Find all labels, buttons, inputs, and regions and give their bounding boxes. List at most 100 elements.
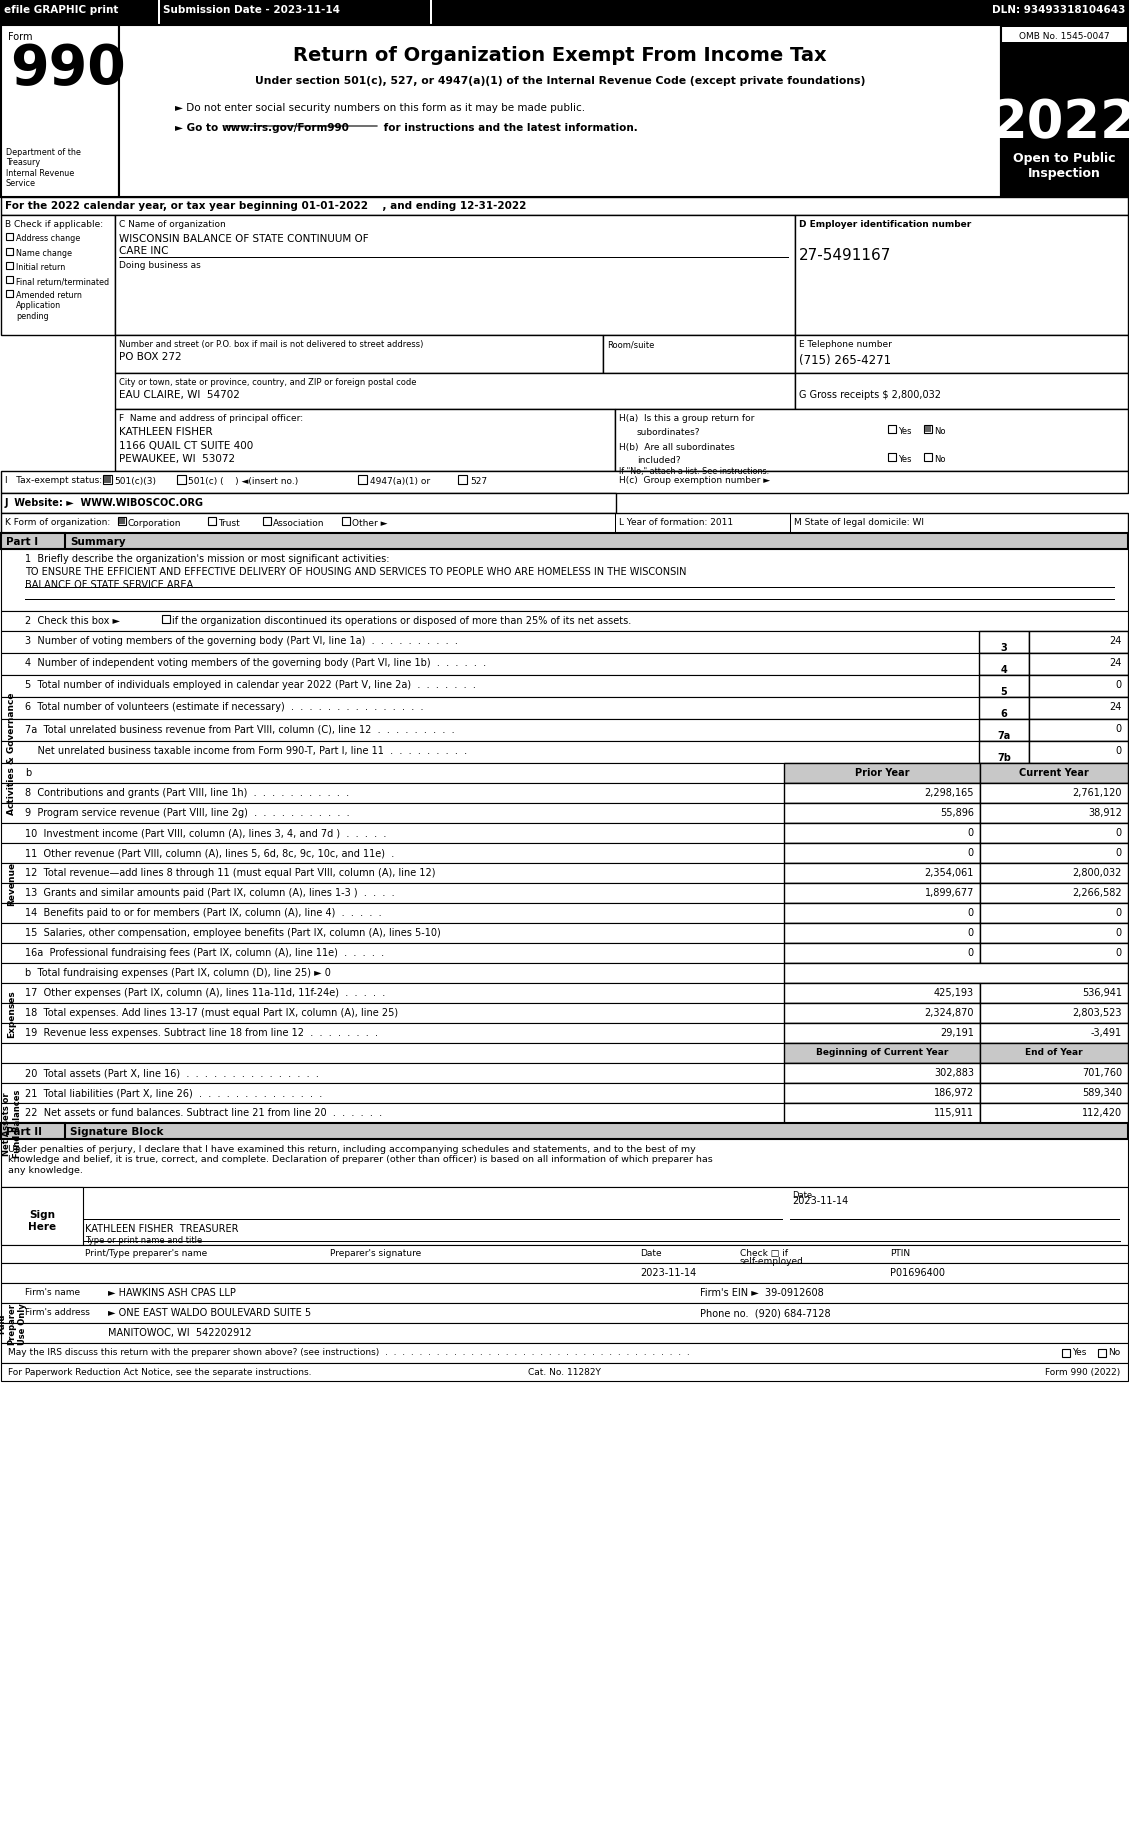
Bar: [784, 1083, 980, 1103]
Text: K Form of organization:: K Form of organization:: [5, 518, 111, 527]
Bar: [784, 803, 980, 824]
Text: Cat. No. 11282Y: Cat. No. 11282Y: [527, 1367, 601, 1376]
Text: 7b: 7b: [997, 752, 1010, 763]
Bar: [980, 864, 1128, 884]
Bar: [1, 534, 65, 549]
Text: Summary: Summary: [70, 536, 125, 547]
Bar: [1, 924, 1128, 944]
Bar: [1, 1263, 1128, 1283]
Bar: [784, 904, 980, 924]
Bar: [980, 1003, 1128, 1023]
Text: Room/suite: Room/suite: [607, 340, 655, 350]
Text: BALANCE OF STATE SERVICE AREA.: BALANCE OF STATE SERVICE AREA.: [25, 580, 196, 589]
Bar: [980, 844, 1128, 864]
Bar: [103, 476, 112, 485]
Text: ► HAWKINS ASH CPAS LLP: ► HAWKINS ASH CPAS LLP: [108, 1286, 236, 1297]
Bar: [979, 697, 1029, 719]
Text: Address change: Address change: [16, 234, 80, 243]
Text: PEWAUKEE, WI  53072: PEWAUKEE, WI 53072: [119, 454, 235, 463]
Text: Beginning of Current Year: Beginning of Current Year: [816, 1047, 948, 1056]
Bar: [1, 884, 1128, 904]
Text: 24: 24: [1110, 635, 1122, 646]
Bar: [784, 1103, 980, 1124]
Text: 0: 0: [968, 847, 974, 858]
Text: 501(c) (    ) ◄(insert no.): 501(c) ( ) ◄(insert no.): [189, 478, 298, 485]
Text: 0: 0: [1115, 847, 1122, 858]
Text: 4  Number of independent voting members of the governing body (Part VI, line 1b): 4 Number of independent voting members o…: [25, 657, 487, 668]
Text: 6: 6: [1000, 708, 1007, 719]
Bar: [1, 549, 1128, 611]
Bar: [1, 26, 1128, 198]
Bar: [1, 653, 1128, 675]
Text: included?: included?: [637, 456, 681, 465]
Text: 2023-11-14: 2023-11-14: [793, 1195, 848, 1206]
Text: H(c)  Group exemption number ►: H(c) Group exemption number ►: [619, 476, 770, 485]
Bar: [784, 1023, 980, 1043]
Text: 701,760: 701,760: [1082, 1067, 1122, 1078]
Text: 21  Total liabilities (Part X, line 26)  .  .  .  .  .  .  .  .  .  .  .  .  .  : 21 Total liabilities (Part X, line 26) .…: [25, 1087, 322, 1098]
Bar: [980, 1023, 1128, 1043]
Text: 18  Total expenses. Add lines 13-17 (must equal Part IX, column (A), line 25): 18 Total expenses. Add lines 13-17 (must…: [25, 1008, 399, 1017]
Bar: [784, 884, 980, 904]
Text: 29,191: 29,191: [940, 1027, 974, 1038]
Text: b: b: [25, 767, 32, 778]
Bar: [119, 518, 126, 525]
Bar: [784, 963, 1128, 983]
Text: Yes: Yes: [1073, 1347, 1086, 1356]
Text: C Name of organization: C Name of organization: [119, 220, 226, 229]
Text: For Paperwork Reduction Act Notice, see the separate instructions.: For Paperwork Reduction Act Notice, see …: [8, 1367, 312, 1376]
Text: Firm's address: Firm's address: [25, 1307, 90, 1316]
Text: b  Total fundraising expenses (Part IX, column (D), line 25) ► 0: b Total fundraising expenses (Part IX, c…: [25, 968, 331, 977]
Text: Date: Date: [640, 1248, 662, 1257]
Text: 22  Net assets or fund balances. Subtract line 21 from line 20  .  .  .  .  .  .: 22 Net assets or fund balances. Subtract…: [25, 1107, 382, 1118]
Text: Doing business as: Doing business as: [119, 262, 201, 269]
Bar: [615, 410, 1128, 472]
Text: 2,298,165: 2,298,165: [925, 787, 974, 798]
Bar: [458, 476, 467, 485]
Bar: [1, 1140, 1128, 1188]
Text: Return of Organization Exempt From Income Tax: Return of Organization Exempt From Incom…: [294, 46, 826, 64]
Bar: [784, 783, 980, 803]
Text: Name change: Name change: [16, 249, 72, 258]
Text: 17  Other expenses (Part IX, column (A), lines 11a-11d, 11f-24e)  .  .  .  .  .: 17 Other expenses (Part IX, column (A), …: [25, 988, 385, 997]
Bar: [1, 534, 1128, 549]
Bar: [1, 1283, 1128, 1303]
Text: 0: 0: [968, 827, 974, 838]
Bar: [980, 1043, 1128, 1063]
Text: 14  Benefits paid to or for members (Part IX, column (A), line 4)  .  .  .  .  .: 14 Benefits paid to or for members (Part…: [25, 908, 382, 917]
Bar: [1062, 1349, 1070, 1358]
Text: 115,911: 115,911: [934, 1107, 974, 1118]
Text: Department of the
Treasury
Internal Revenue
Service: Department of the Treasury Internal Reve…: [6, 148, 81, 188]
Text: I   Tax-exempt status:: I Tax-exempt status:: [5, 476, 102, 485]
Text: Signature Block: Signature Block: [70, 1127, 164, 1136]
Bar: [1099, 1349, 1106, 1358]
Text: 527: 527: [470, 478, 487, 485]
Text: 7a: 7a: [997, 730, 1010, 741]
Text: 0: 0: [1115, 948, 1122, 957]
Text: Type or print name and title: Type or print name and title: [85, 1235, 202, 1244]
Text: for instructions and the latest information.: for instructions and the latest informat…: [380, 123, 638, 134]
Text: Corporation: Corporation: [128, 518, 182, 527]
Text: 0: 0: [968, 908, 974, 917]
Text: 9  Program service revenue (Part VIII, line 2g)  .  .  .  .  .  .  .  .  .  .  .: 9 Program service revenue (Part VIII, li…: [25, 807, 350, 818]
Bar: [1, 1188, 84, 1246]
Text: 536,941: 536,941: [1082, 988, 1122, 997]
Text: 112,420: 112,420: [1082, 1107, 1122, 1118]
Bar: [1, 1343, 1128, 1363]
Bar: [115, 373, 795, 410]
Text: Phone no.  (920) 684-7128: Phone no. (920) 684-7128: [700, 1307, 831, 1318]
Bar: [924, 426, 933, 434]
Bar: [1, 26, 119, 198]
Bar: [358, 476, 367, 485]
Bar: [1, 1063, 1128, 1083]
Text: 0: 0: [1115, 679, 1122, 690]
Bar: [161, 615, 170, 624]
Text: 2,761,120: 2,761,120: [1073, 787, 1122, 798]
Text: B Check if applicable:: B Check if applicable:: [5, 220, 103, 229]
Bar: [6, 291, 14, 298]
Text: 1  Briefly describe the organization's mission or most significant activities:: 1 Briefly describe the organization's mi…: [25, 554, 390, 564]
Text: 2,803,523: 2,803,523: [1073, 1008, 1122, 1017]
Text: Current Year: Current Year: [1019, 767, 1088, 778]
Text: Yes: Yes: [898, 426, 911, 436]
Text: PTIN: PTIN: [890, 1248, 910, 1257]
